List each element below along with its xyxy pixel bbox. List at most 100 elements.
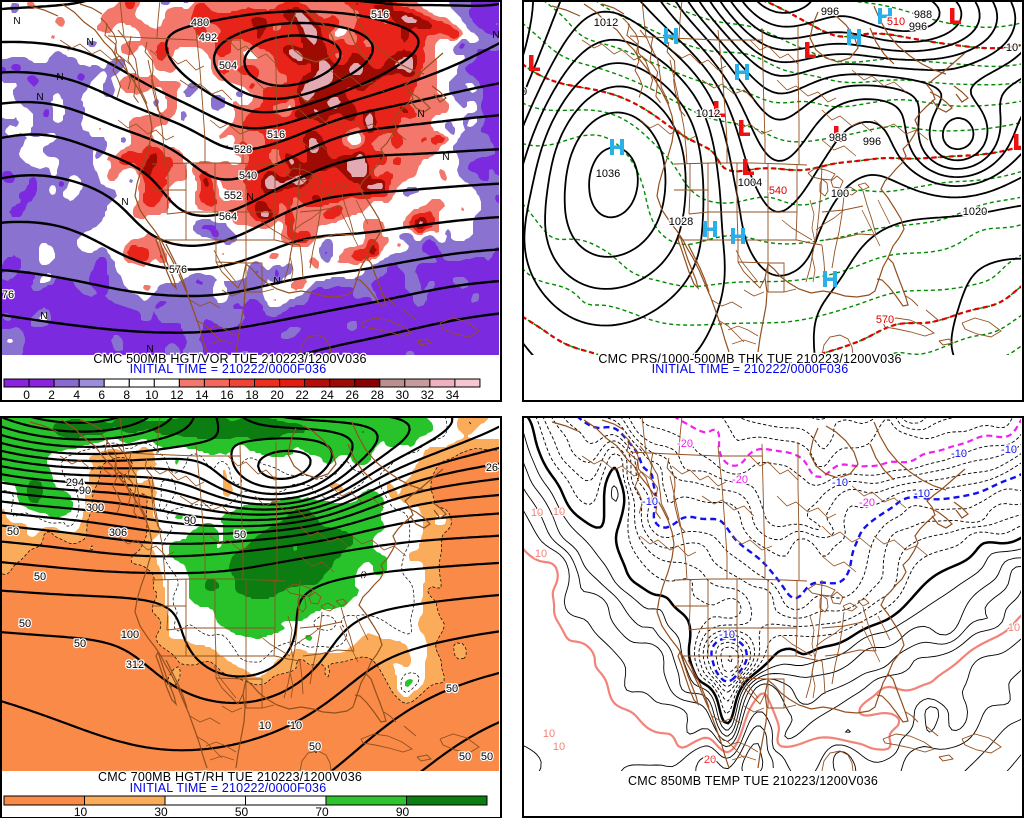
svg-text:34: 34 [446,388,460,402]
svg-text:510: 510 [887,16,905,28]
svg-text:50: 50 [7,526,19,538]
svg-text:516: 516 [371,9,389,21]
svg-text:996: 996 [909,21,927,33]
svg-text:20: 20 [704,754,716,766]
svg-text:988: 988 [914,9,932,21]
svg-text:294: 294 [66,477,84,489]
svg-text:0: 0 [522,86,527,98]
svg-text:90: 90 [184,515,196,527]
svg-text:50: 50 [309,741,321,753]
svg-text:N: N [56,72,63,83]
svg-text:10: 10 [553,741,565,753]
svg-text:CMC 700MB HGT/RH TUE 210223/12: CMC 700MB HGT/RH TUE 210223/1200V036 [98,770,362,784]
svg-text:10: 10 [531,507,543,519]
svg-text:CMC 850MB TEMP TUE 210223/1200: CMC 850MB TEMP TUE 210223/1200V036 [628,774,878,788]
svg-text:50: 50 [34,571,46,583]
svg-text:30: 30 [154,805,168,818]
svg-text:0: 0 [23,388,30,402]
svg-text:1028: 1028 [669,216,693,228]
svg-text:N: N [121,197,128,208]
svg-text:10: 10 [145,388,159,402]
svg-text:N: N [492,30,499,41]
svg-text:996: 996 [821,6,839,18]
svg-text:N: N [417,109,424,120]
svg-text:N: N [13,16,20,27]
svg-text:552: 552 [224,190,242,202]
svg-text:INITIAL TIME = 210222/0000F036: INITIAL TIME = 210222/0000F036 [130,362,327,376]
svg-text:90: 90 [396,805,410,818]
svg-text:-10: -10 [914,488,930,500]
svg-text:N: N [442,152,449,163]
svg-text:516: 516 [267,129,285,141]
svg-text:2: 2 [48,388,55,402]
svg-text:CMC 500MB HGT/VOR TUE 210223/1: CMC 500MB HGT/VOR TUE 210223/1200V036 [93,352,366,366]
svg-text:480: 480 [191,17,209,29]
svg-text:N: N [146,344,153,355]
svg-text:22: 22 [295,388,309,402]
svg-text:564: 564 [219,211,237,223]
svg-text:8: 8 [123,388,130,402]
svg-text:50: 50 [446,683,458,695]
svg-text:50: 50 [459,751,471,763]
svg-text:76: 76 [2,289,14,301]
svg-text:-20: -20 [677,438,693,450]
svg-text:492: 492 [199,32,217,44]
svg-text:N: N [36,92,43,103]
svg-text:540: 540 [769,185,787,197]
svg-text:100: 100 [831,188,849,200]
svg-text:N: N [40,311,47,322]
svg-text:INITIAL TIME = 210222/0000F036: INITIAL TIME = 210222/0000F036 [652,362,849,376]
svg-text:50: 50 [19,618,31,630]
svg-text:20: 20 [270,388,284,402]
svg-text:14: 14 [195,388,209,402]
svg-text:540: 540 [239,170,257,182]
svg-text:10: 10 [1008,622,1020,634]
svg-text:-20: -20 [732,474,748,486]
svg-text:528: 528 [234,144,252,156]
svg-text:4: 4 [73,388,80,402]
svg-text:12: 12 [170,388,184,402]
svg-text:300: 300 [86,502,104,514]
svg-text:50: 50 [481,751,493,763]
svg-text:988: 988 [829,132,847,144]
svg-text:'10: '10 [288,720,302,732]
svg-text:1012: 1012 [594,17,618,29]
svg-text:16: 16 [220,388,234,402]
svg-text:1036: 1036 [596,168,620,180]
svg-text:32: 32 [421,388,435,402]
svg-text:18: 18 [245,388,259,402]
svg-text:6: 6 [98,388,105,402]
svg-text:504: 504 [219,60,237,72]
svg-text:264: 264 [486,462,502,474]
svg-text:576: 576 [169,264,187,276]
svg-text:100: 100 [121,629,139,641]
svg-text:INITIAL TIME = 210222/0000F036: INITIAL TIME = 210222/0000F036 [130,781,327,795]
svg-text:10: 10 [259,720,271,732]
svg-text:-10: -10 [642,496,658,508]
svg-text:CMC PRS/1000-500MB THK TUE 210: CMC PRS/1000-500MB THK TUE 210223/1200V0… [598,352,901,366]
svg-text:50: 50 [235,805,249,818]
svg-text:90: 90 [79,485,91,497]
svg-text:70: 70 [315,805,329,818]
svg-text:10: 10 [74,805,88,818]
svg-text:10: 10 [543,728,555,740]
svg-text:26: 26 [346,388,360,402]
svg-text:N: N [246,192,253,203]
svg-text:-10: -10 [832,477,848,489]
svg-text:10: 10 [1006,42,1018,54]
svg-text:306: 306 [109,527,127,539]
svg-text:10: 10 [553,506,565,518]
svg-text:-10: -10 [719,629,735,641]
svg-text:24: 24 [321,388,335,402]
svg-text:570: 570 [876,314,894,326]
svg-text:N: N [86,37,93,48]
svg-text:1020: 1020 [963,206,987,218]
svg-text:-20: -20 [859,497,875,509]
svg-text:1004: 1004 [738,177,762,189]
svg-text:50: 50 [234,529,246,541]
svg-text:N: N [273,276,280,287]
svg-text:30: 30 [396,388,410,402]
svg-text:-10: -10 [1001,444,1017,456]
svg-text:50: 50 [74,638,86,650]
svg-text:10: 10 [535,548,547,560]
